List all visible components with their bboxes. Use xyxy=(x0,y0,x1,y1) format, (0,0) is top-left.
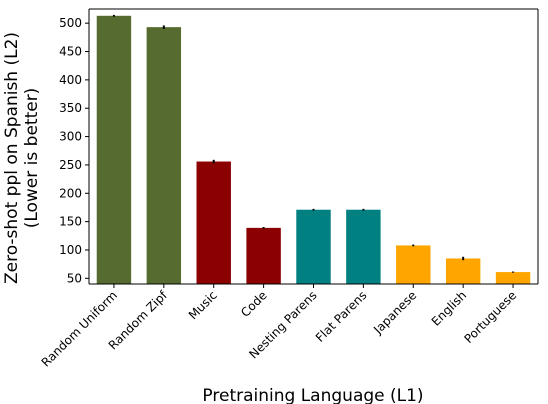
bar-english xyxy=(445,258,481,284)
y-tick-label: 500 xyxy=(59,16,82,30)
x-tick-label: Japanese xyxy=(370,288,419,337)
y-tick-label: 200 xyxy=(59,186,82,200)
x-tick-label: Music xyxy=(186,288,220,322)
bar-random-zipf xyxy=(146,27,182,284)
bar-japanese xyxy=(396,245,431,284)
y-tick-label: 150 xyxy=(59,215,82,229)
x-tick-label: English xyxy=(429,288,470,329)
x-tick-label: Random Uniform xyxy=(39,288,120,369)
x-tick-label: Portuguese xyxy=(461,288,519,346)
y-tick-label: 100 xyxy=(59,243,82,257)
bar-random-uniform xyxy=(96,15,132,285)
y-tick-label: 450 xyxy=(59,45,82,59)
bar-music xyxy=(196,161,231,284)
y-ticks-group: 50 100 150 200 250 300 350 400 450 500 xyxy=(59,16,89,285)
x-tick-label: Flat Parens xyxy=(313,288,370,345)
y-tick-label: 50 xyxy=(67,271,82,285)
y-axis-label-line-1: Zero-shot ppl on Spanish (L2) xyxy=(2,32,22,284)
y-tick-label: 350 xyxy=(59,101,82,115)
bars-group xyxy=(96,15,531,285)
bar-code xyxy=(246,227,281,284)
x-axis-label: Pretraining Language (L1) xyxy=(202,386,423,404)
y-tick-label: 250 xyxy=(59,158,82,172)
bar-nesting-parens xyxy=(296,209,331,284)
bar-portuguese xyxy=(495,272,531,284)
y-tick-label: 300 xyxy=(59,130,82,144)
bar-flat-parens xyxy=(346,209,381,284)
x-tick-label: Code xyxy=(238,288,270,320)
y-tick-label: 400 xyxy=(59,73,82,87)
error-bars-group xyxy=(112,14,515,273)
y-axis-label-line-2: (Lower is better) xyxy=(22,88,42,229)
